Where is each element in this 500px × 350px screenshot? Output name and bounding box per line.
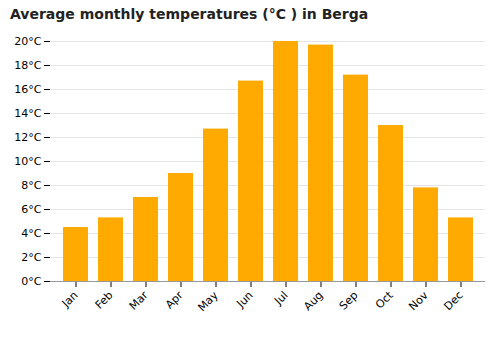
svg-text:0°C: 0°C bbox=[21, 275, 41, 288]
svg-text:14°C: 14°C bbox=[14, 107, 41, 120]
svg-text:Feb: Feb bbox=[93, 289, 116, 312]
svg-text:4°C: 4°C bbox=[21, 227, 41, 240]
svg-text:Sep: Sep bbox=[337, 289, 361, 313]
html-text:Average monthly temperatures (: Average monthly temperatures (°C ) in Be… bbox=[10, 6, 369, 22]
svg-text:8°C: 8°C bbox=[21, 179, 41, 192]
svg-text:2°C: 2°C bbox=[21, 251, 41, 264]
svg-text:10°C: 10°C bbox=[14, 155, 41, 168]
svg-text:May: May bbox=[195, 288, 221, 314]
svg-text:Apr: Apr bbox=[163, 288, 186, 311]
svg-text:20°C: 20°C bbox=[14, 35, 41, 48]
svg-text:16°C: 16°C bbox=[14, 83, 41, 96]
svg-text:Aug: Aug bbox=[301, 289, 325, 313]
svg-text:18°C: 18°C bbox=[14, 59, 41, 72]
svg-text:Jan: Jan bbox=[59, 289, 81, 311]
svg-text:12°C: 12°C bbox=[14, 131, 41, 144]
svg-text:Jun: Jun bbox=[234, 289, 256, 311]
svg-text:Mar: Mar bbox=[127, 288, 151, 312]
svg-text:Jul: Jul bbox=[271, 289, 290, 308]
svg-text:Oct: Oct bbox=[373, 288, 396, 311]
svg-text:Dec: Dec bbox=[441, 289, 465, 313]
svg-text:6°C: 6°C bbox=[21, 203, 41, 216]
svg-text:Nov: Nov bbox=[406, 288, 431, 313]
